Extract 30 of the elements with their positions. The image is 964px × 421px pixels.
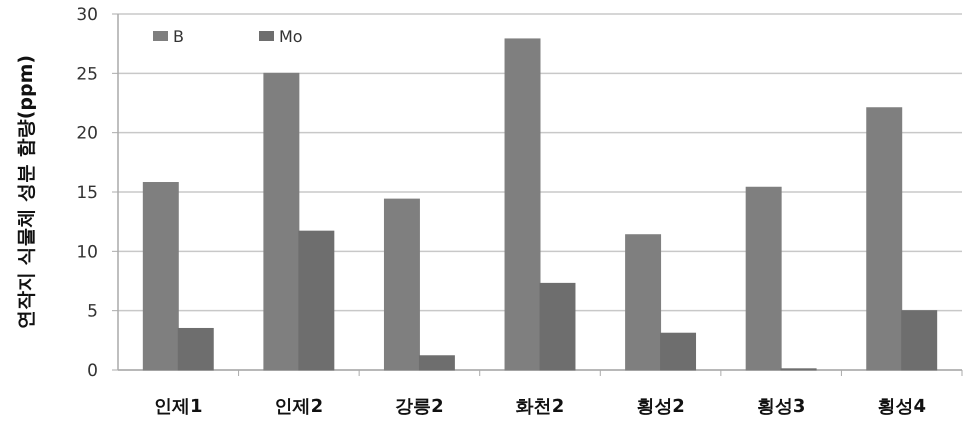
x-tick-label: 횡성2 xyxy=(636,396,685,417)
bar xyxy=(384,198,420,370)
x-tick-label: 횡성4 xyxy=(877,396,926,417)
y-tick-label: 5 xyxy=(87,302,98,322)
bar xyxy=(263,72,300,370)
x-tick-label: 강릉2 xyxy=(395,396,444,417)
y-tick-label: 20 xyxy=(76,124,98,144)
bar xyxy=(178,328,214,370)
bar xyxy=(298,230,334,370)
legend-label: B xyxy=(173,27,184,46)
y-tick-label: 15 xyxy=(76,183,98,203)
x-tick-label: 인제1 xyxy=(154,396,203,417)
bar xyxy=(625,234,662,370)
legend-label: Mo xyxy=(279,27,303,46)
bar xyxy=(142,182,179,370)
y-tick-label: 30 xyxy=(76,5,98,25)
bar xyxy=(660,332,696,370)
bar xyxy=(540,282,576,370)
bar xyxy=(504,38,540,370)
y-tick-label: 10 xyxy=(76,242,98,262)
y-tick-label: 0 xyxy=(87,361,98,381)
x-tick-label: 화천2 xyxy=(516,396,564,417)
bar xyxy=(866,107,902,370)
y-axis-title: 연작지 식물체 성분 함량(ppm) xyxy=(15,54,37,330)
x-tick-label: 횡성3 xyxy=(756,396,806,417)
bar xyxy=(418,355,455,370)
x-tick-label: 인제2 xyxy=(274,396,324,417)
y-tick-label: 25 xyxy=(76,64,98,84)
bar xyxy=(746,186,782,370)
bar xyxy=(901,310,938,370)
